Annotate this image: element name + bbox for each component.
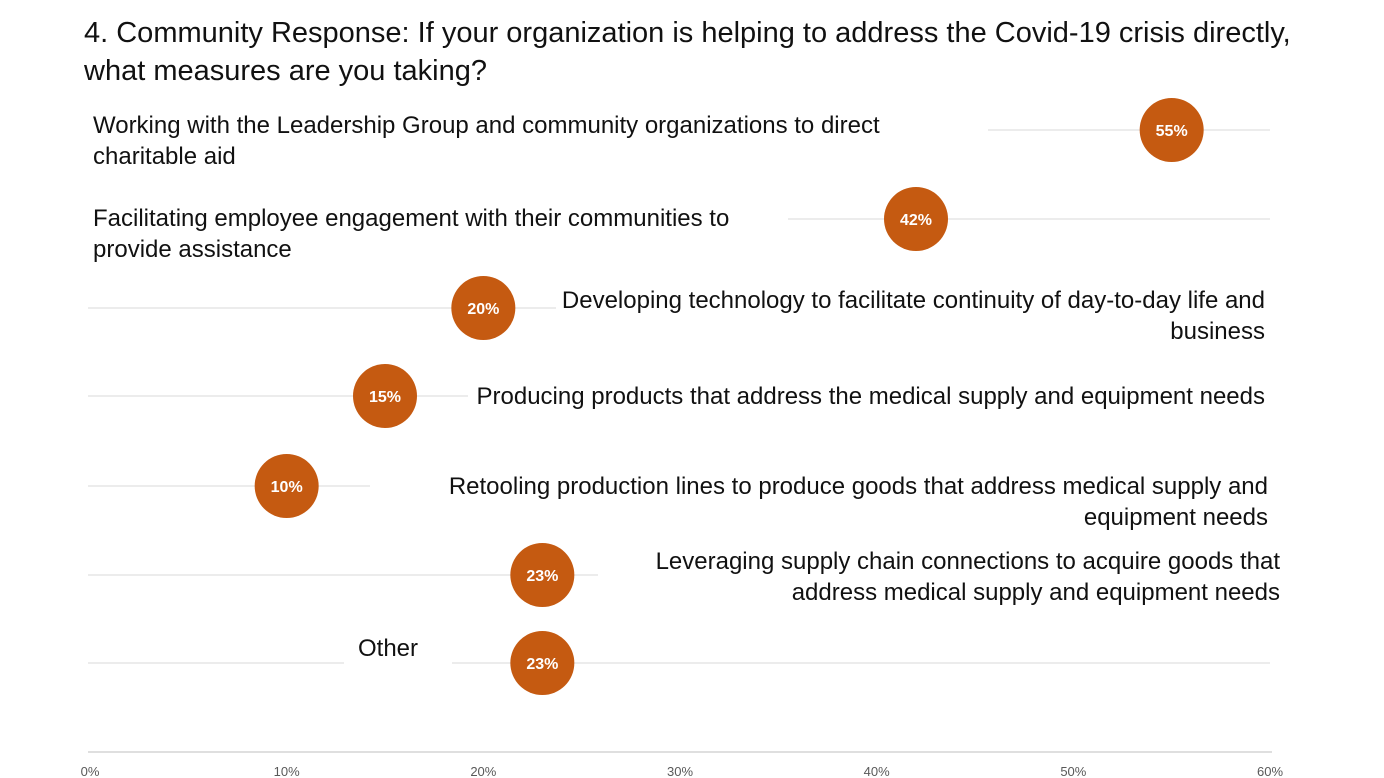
category-label: Other [358, 635, 419, 662]
category-label: Retooling production lines to produce go… [448, 473, 1268, 531]
data-label: 15% [369, 389, 401, 406]
data-label: 20% [467, 301, 499, 318]
category-label: Producing products that address the medi… [476, 383, 1266, 410]
data-label: 42% [900, 212, 932, 229]
category-label: Working with the Leadership Group and co… [93, 112, 880, 170]
x-axis: 0% 10% 20% 30% 40% 50% 60% [81, 751, 1283, 778]
x-tick-label: 0% [81, 764, 100, 778]
x-tick-label: 60% [1257, 764, 1283, 778]
x-tick-label: 20% [470, 764, 496, 778]
x-tick-label: 40% [864, 764, 890, 778]
chart-title: 4. Community Response: If your organizat… [84, 17, 1291, 87]
data-point [254, 454, 319, 518]
data-points: 55% 42% 20% 15% 10% 23% 23% [254, 98, 1204, 695]
data-point [353, 364, 417, 428]
data-point [451, 276, 516, 340]
category-label: Leveraging supply chain connections to a… [655, 548, 1280, 606]
data-point [884, 187, 948, 251]
data-point [1139, 98, 1204, 162]
x-tick-label: 50% [1060, 764, 1086, 778]
data-point [510, 631, 575, 695]
data-point [510, 543, 575, 607]
x-tick-label: 30% [667, 764, 693, 778]
category-label: Facilitating employee engagement with th… [93, 205, 730, 263]
data-label: 23% [526, 568, 558, 585]
x-tick-label: 10% [274, 764, 300, 778]
data-label: 10% [271, 479, 303, 496]
category-label: Developing technology to facilitate cont… [561, 287, 1265, 345]
data-label: 55% [1156, 123, 1188, 140]
data-label: 23% [526, 656, 558, 673]
